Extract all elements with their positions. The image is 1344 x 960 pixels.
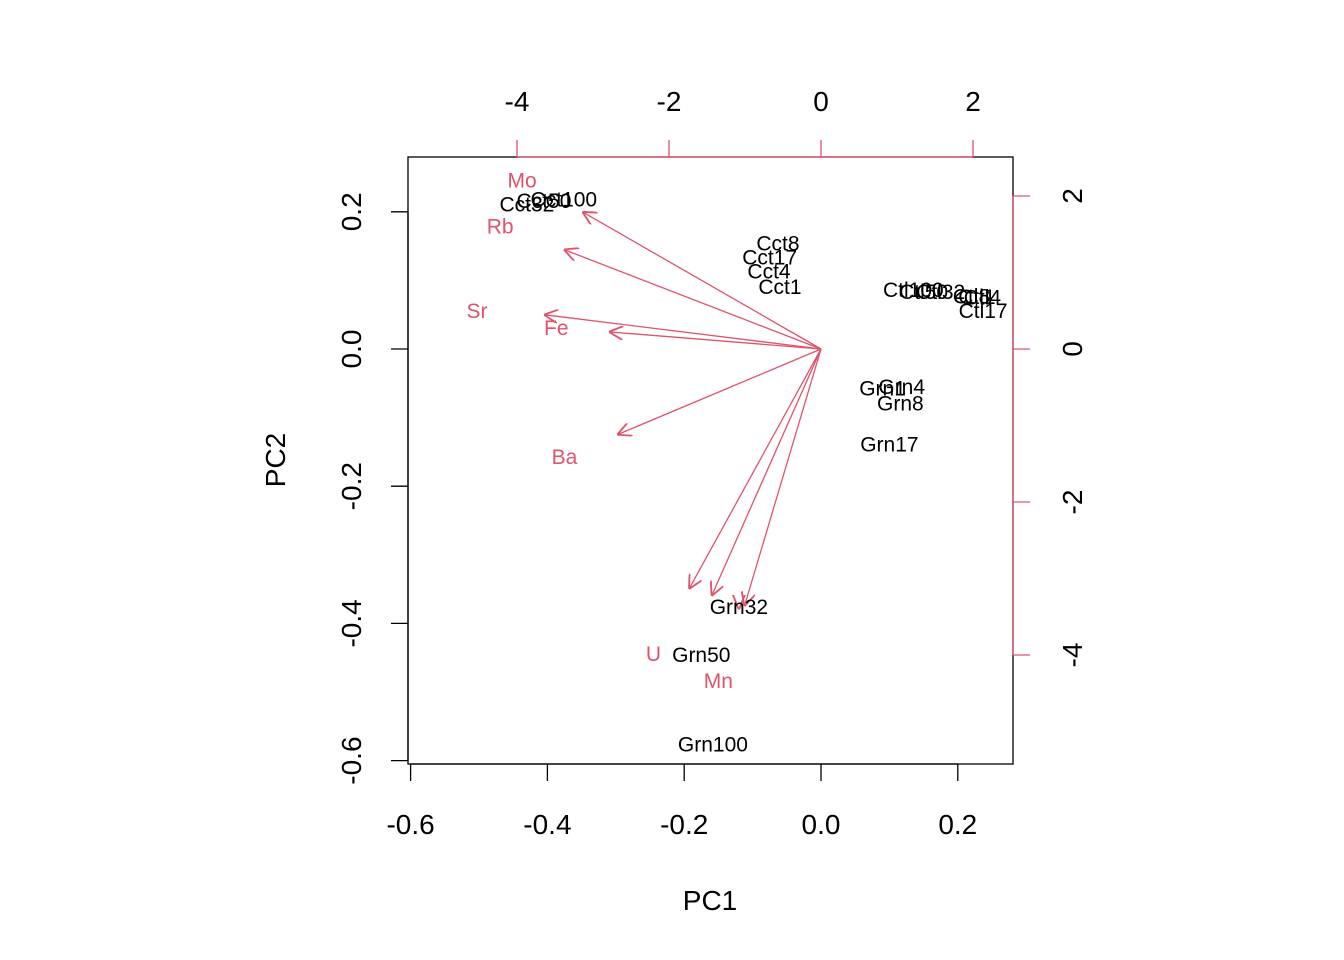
observation-label-grn17: Grn17 [860,434,918,457]
loading-arrow-v [744,348,822,606]
right-tick-label: 0 [1057,341,1088,357]
bottom-tick-label: 0.0 [802,809,841,840]
observation-label-grn50: Grn50 [672,644,730,667]
loading-arrow-rb [564,250,822,350]
observation-label-cct4: Cct4 [747,261,791,284]
left-tick-label: -0.6 [336,736,367,784]
left-tick-label: -0.4 [336,599,367,647]
left-tick-label: -0.2 [336,462,367,510]
right-tick-label: 2 [1057,188,1088,204]
variable-label-u: U [646,643,661,666]
loading-arrow-fe [609,332,822,350]
observation-label-ctl50: Ctl50 [899,281,948,304]
observation-label-cct1: Cct1 [758,276,801,299]
variable-label-rb: Rb [487,215,514,238]
variable-label-v: V [732,591,746,614]
observation-label-grn4: Grn4 [878,376,925,399]
loading-arrow-mn [712,348,822,596]
observation-label-cct50: Cct50 [517,190,572,213]
loading-arrow-u [689,348,822,589]
variable-label-sr: Sr [466,300,487,323]
right-tick-label: -4 [1057,643,1088,668]
loading-arrows [544,212,822,606]
loading-arrow-ba [617,348,822,435]
bottom-tick-label: -0.4 [523,809,571,840]
x-axis-title: PC1 [683,885,737,916]
bottom-axis: -0.6 -0.4 -0.2 0.0 0.2 [386,763,977,840]
loading-arrow-sr [544,315,822,350]
left-tick-label: 0.2 [336,192,367,231]
variable-label-fe: Fe [544,317,569,340]
loading-arrow-mo [582,212,822,350]
observation-label-ctl17: Ctl17 [959,300,1008,323]
top-tick-label: -2 [657,86,682,117]
right-axis: -4 -2 0 2 [1012,188,1088,668]
bottom-tick-label: -0.2 [660,809,708,840]
observation-label-cct17: Cct17 [742,246,797,269]
y-axis-title: PC2 [260,433,291,487]
observation-label-cct8: Cct8 [756,233,799,256]
variable-label-mn: Mn [704,670,733,693]
left-axis: -0.6 -0.4 -0.2 0.0 0.2 [336,192,409,785]
observation-label-cct32: Cct32 [499,193,554,216]
observation-label-grn32: Grn32 [710,596,768,619]
observation-label-grn8: Grn8 [877,392,924,415]
observation-label-ctl32: Ctl32 [916,281,965,304]
top-tick-label: 0 [813,86,829,117]
observation-label-ctl4: Ctl4 [964,287,1002,310]
observation-label-grn1: Grn1 [859,377,906,400]
top-tick-label: 2 [965,86,981,117]
observation-label-ctl1: Ctl1 [958,286,995,309]
variable-label-mo: Mo [507,169,536,192]
observation-label-cct100: Cct100 [531,189,598,212]
observation-label-grn100: Grn100 [678,733,748,756]
observation-label-ctl100: Ctl100 [883,279,944,302]
observation-label-ctl8: Ctl8 [953,285,990,308]
top-axis: -4 -2 0 2 [505,86,981,158]
left-tick-label: 0.0 [336,330,367,369]
variable-label-ba: Ba [552,446,578,469]
bottom-tick-label: -0.6 [386,809,434,840]
top-tick-label: -4 [505,86,530,117]
right-tick-label: -2 [1057,490,1088,515]
bottom-tick-label: 0.2 [938,809,977,840]
variable-labels: Mo Rb Sr Fe Ba U V Mn [466,169,745,693]
